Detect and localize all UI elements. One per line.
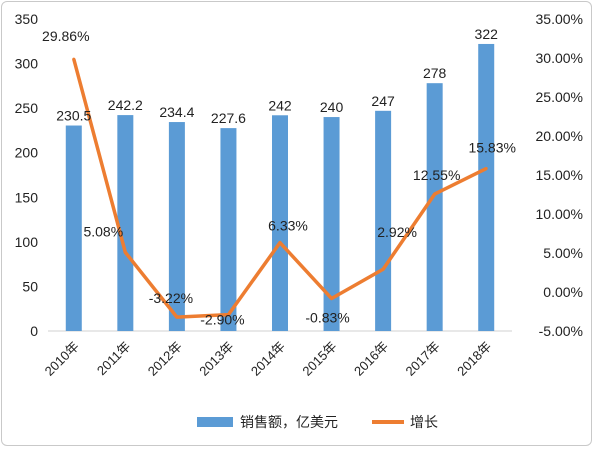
line-data-labels: 29.86% 5.08% -3.22% -2.90% 6.33% -0.83% 2.92% 1… [42, 28, 516, 328]
x-tick-label: 2010年 [42, 339, 82, 379]
x-axis-ticks: 2010年 2011年 2012年 2013年 2014年 2015年 2016年 2017年… [42, 339, 495, 379]
y-left-tick-label: 250 [15, 100, 39, 116]
x-tick-label: 2016年 [351, 339, 391, 379]
bar [117, 115, 134, 331]
bar-data-labels: 230.5 242.2 234.4 227.6 242 240 247 278 322 [56, 26, 498, 126]
bar-value-label: 230.5 [56, 108, 91, 124]
x-tick-label: 2018年 [454, 339, 494, 379]
bar-value-label: 322 [475, 26, 499, 42]
y-right-tick-label: 15.00% [536, 167, 583, 183]
y-right-tick-label: 30.00% [536, 50, 583, 66]
bar-value-label: 278 [423, 65, 447, 81]
x-tick-label: 2017年 [403, 339, 443, 379]
legend: 销售额，亿美元 增长 [197, 414, 438, 430]
y-right-tick-label: 0.00% [543, 284, 583, 300]
line-point [72, 57, 76, 61]
y-right-tick-label: 20.00% [536, 128, 583, 144]
line-value-label: 5.08% [83, 223, 123, 239]
bar-value-label: 242 [268, 97, 292, 113]
y-right-tick-label: 35.00% [536, 11, 583, 27]
bar [478, 43, 495, 332]
line-value-label: -3.22% [149, 290, 193, 306]
bar-value-label: 227.6 [211, 110, 246, 126]
bar [426, 83, 443, 331]
bar [168, 122, 185, 332]
y-left-tick-label: 50 [22, 278, 38, 294]
line-value-label: 6.33% [268, 218, 308, 234]
y-right-tick-label: 25.00% [536, 89, 583, 105]
bar [375, 110, 392, 332]
bar [323, 117, 340, 331]
line-value-label: 29.86% [42, 28, 89, 44]
legend-bar-label: 销售额，亿美元 [240, 414, 338, 430]
bar-value-label: 234.4 [159, 104, 194, 120]
line-point [330, 296, 334, 300]
bar [220, 128, 237, 331]
line-value-label: 2.92% [377, 224, 417, 240]
y-right-tick-label: 5.00% [543, 245, 583, 261]
line-point [226, 313, 230, 317]
y-left-tick-label: 300 [15, 56, 39, 72]
line-point [484, 167, 488, 171]
bar [65, 125, 82, 331]
y-left-tick-label: 350 [15, 11, 39, 27]
bar [272, 115, 288, 331]
y-right-ticks: -5.00% 0.00% 5.00% 10.00% 15.00% 20.00% 25.00%… [536, 11, 583, 339]
line-series [72, 57, 488, 319]
x-tick-label: 2014年 [248, 339, 288, 379]
bar-series [65, 43, 495, 332]
line-point [278, 241, 282, 245]
bar-value-label: 240 [320, 99, 344, 115]
line-value-label: 12.55% [413, 167, 460, 183]
y-right-tick-label: 10.00% [536, 206, 583, 222]
line-value-label: -2.90% [200, 312, 244, 328]
x-tick-label: 2013年 [196, 339, 236, 379]
line-point [123, 250, 127, 254]
y-left-tick-label: 100 [15, 234, 39, 250]
x-tick-label: 2011年 [94, 339, 134, 379]
line-value-label: -0.83% [305, 309, 349, 325]
line-point [175, 315, 179, 319]
x-tick-label: 2012年 [145, 339, 185, 379]
line-value-label: 15.83% [468, 140, 515, 156]
y-left-tick-label: 150 [15, 189, 39, 205]
bar-value-label: 247 [371, 93, 395, 109]
y-left-tick-label: 0 [30, 323, 38, 339]
bar-value-label: 242.2 [108, 97, 143, 113]
legend-line-label: 增长 [410, 414, 438, 430]
y-left-ticks: 0 50 100 150 200 250 300 350 [15, 11, 39, 339]
x-tick-label: 2015年 [299, 339, 339, 379]
line-point [381, 267, 385, 271]
line-point [433, 192, 437, 196]
y-right-tick-label: -5.00% [539, 323, 583, 339]
y-left-tick-label: 200 [15, 145, 39, 161]
legend-bar-swatch [197, 417, 233, 427]
